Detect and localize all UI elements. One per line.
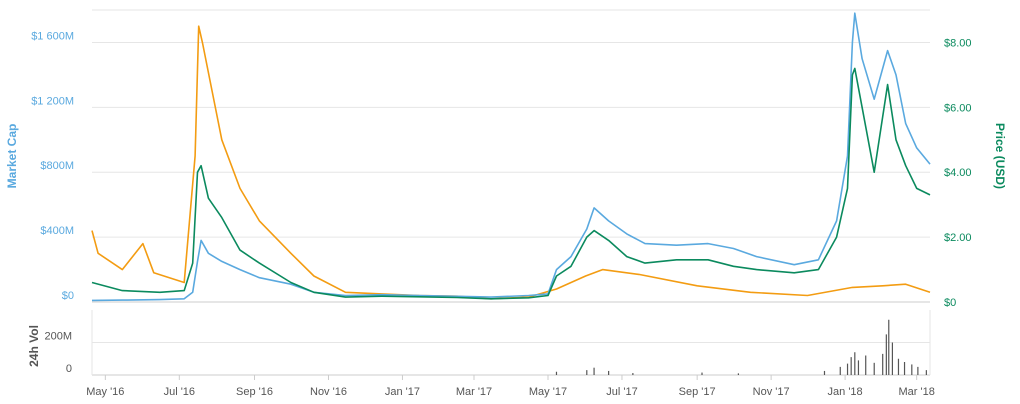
- left-axis-label: Market Cap: [5, 124, 19, 189]
- volume-panel: 0 200M: [44, 310, 931, 376]
- x-tick-label: Nov '17: [753, 386, 790, 398]
- x-tick-label: Mar '17: [456, 386, 492, 398]
- right-tick-label: $0: [944, 297, 956, 309]
- right-axis-label: Price (USD): [993, 123, 1007, 189]
- series-line-market-cap: [91, 12, 931, 302]
- grid-lines: [92, 9, 930, 303]
- x-tick-label: Jan '17: [385, 386, 420, 398]
- axes: $0 $400M $800M $1 200M $1 600M $0 $2.00 $4.00 $6…: [31, 30, 971, 398]
- right-tick-label: $2.00: [944, 232, 972, 244]
- x-tick-label: Mar '18: [898, 386, 934, 398]
- left-tick-label: $800M: [40, 160, 74, 172]
- right-tick-label: $8.00: [944, 37, 972, 49]
- left-tick-label: $1 200M: [31, 95, 74, 107]
- right-tick-label: $4.00: [944, 167, 972, 179]
- x-tick-label: Jan '18: [828, 386, 863, 398]
- x-tick-label: May '17: [529, 386, 567, 398]
- x-tick-label: May '16: [86, 386, 124, 398]
- right-tick-label: $6.00: [944, 102, 972, 114]
- series-lines: [91, 12, 931, 302]
- x-tick-label: Sep '17: [679, 386, 716, 398]
- x-tick-label: Jul '16: [164, 386, 195, 398]
- series-line-price: [91, 67, 931, 300]
- x-tick-label: Nov '16: [310, 386, 347, 398]
- series-line-price-alt: [91, 25, 931, 300]
- left-tick-label: $1 600M: [31, 30, 74, 42]
- x-tick-label: Sep '16: [236, 386, 273, 398]
- left-tick-label: $0: [62, 290, 74, 302]
- volume-tick-label: 200M: [44, 331, 72, 343]
- x-tick-label: Jul '17: [606, 386, 637, 398]
- volume-tick-label: 0: [66, 363, 72, 375]
- volume-axis-label: 24h Vol: [27, 325, 41, 367]
- left-tick-label: $400M: [40, 225, 74, 237]
